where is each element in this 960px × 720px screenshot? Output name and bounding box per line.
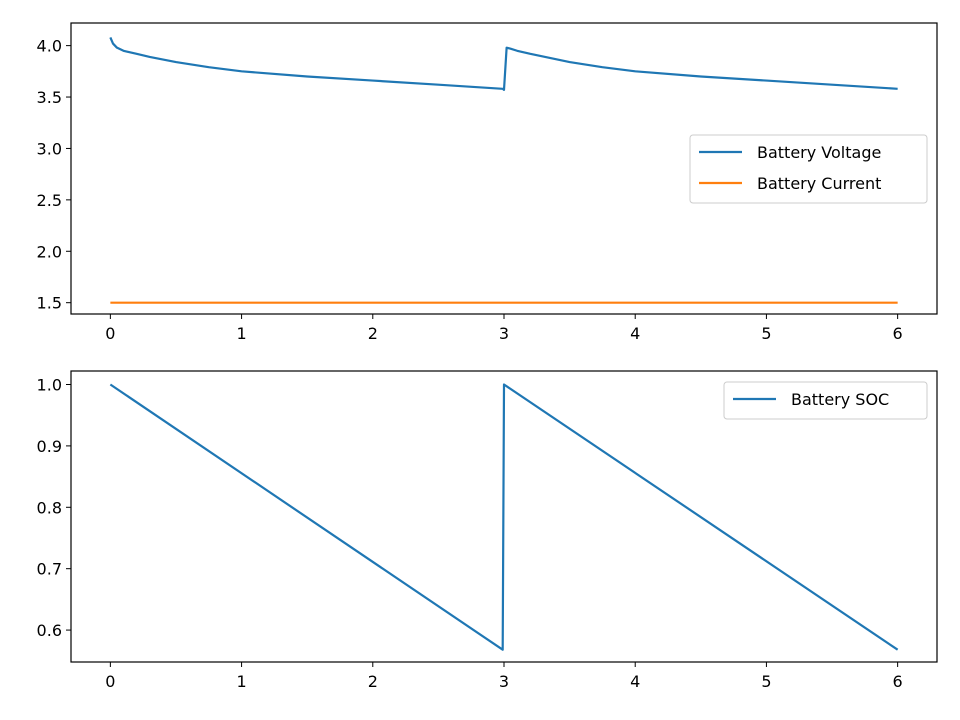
x-tick-label: 1 — [236, 672, 246, 691]
y-tick-label: 3.0 — [37, 139, 62, 158]
legend-label: Battery Voltage — [757, 143, 881, 162]
x-tick-label: 6 — [893, 672, 903, 691]
x-tick-label: 3 — [499, 672, 509, 691]
legend-label: Battery Current — [757, 174, 881, 193]
x-tick-label: 5 — [761, 672, 771, 691]
y-tick-label: 1.5 — [37, 294, 62, 313]
x-tick-label: 3 — [499, 324, 509, 343]
y-tick-label: 0.6 — [37, 621, 62, 640]
legend-box — [689, 134, 928, 204]
y-tick-label: 0.8 — [37, 498, 62, 517]
y-tick-label: 0.7 — [37, 560, 62, 579]
soc-axes: 0 1 2 3 4 5 6 0.6 0.7 0.8 0.9 1.0 Battery SOC — [37, 370, 938, 691]
x-tick-label: 4 — [630, 324, 640, 343]
legend-box — [723, 381, 928, 420]
legend: Battery Voltage Battery Current — [689, 134, 928, 204]
y-tick-label: 0.9 — [37, 437, 62, 456]
x-tick-label: 4 — [630, 672, 640, 691]
y-tick-label: 1.0 — [37, 376, 62, 395]
y-tick-label: 3.5 — [37, 88, 62, 107]
x-tick-label: 0 — [105, 324, 115, 343]
x-tick-label: 2 — [368, 324, 378, 343]
x-tick-label: 2 — [368, 672, 378, 691]
x-tick-label: 5 — [761, 324, 771, 343]
voltage-current-axes: 0 1 2 3 4 5 6 1.5 2.0 2.5 3.0 3.5 4.0 Battery Voltage… — [37, 22, 938, 343]
series-line-battery-voltage — [109, 36, 898, 91]
x-tick-label: 1 — [236, 324, 246, 343]
legend-label: Battery SOC — [791, 390, 889, 409]
y-tick-label: 2.5 — [37, 191, 62, 210]
x-tick-label: 0 — [105, 672, 115, 691]
series-line-battery-soc — [109, 383, 899, 651]
y-tick-label: 4.0 — [37, 37, 62, 56]
legend: Battery SOC — [723, 381, 928, 420]
x-tick-label: 6 — [893, 324, 903, 343]
y-tick-label: 2.0 — [37, 242, 62, 261]
